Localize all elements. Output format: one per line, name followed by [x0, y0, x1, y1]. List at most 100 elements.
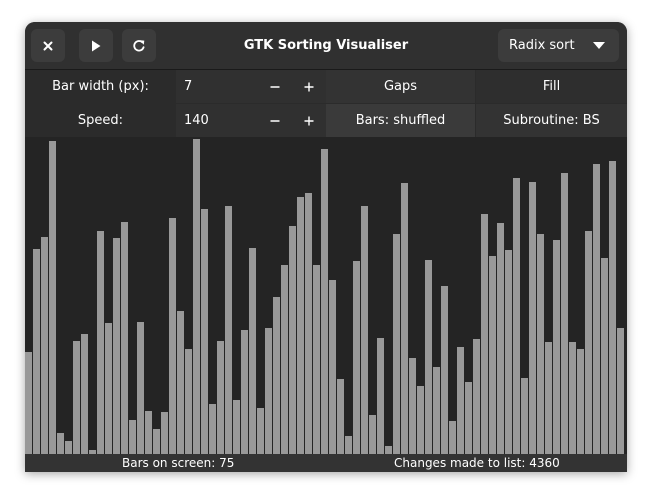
window-title: GTK Sorting Visualiser — [243, 38, 409, 53]
plus-icon — [304, 116, 314, 125]
sort-bar — [161, 412, 168, 454]
sort-bar — [505, 250, 512, 454]
speed-label: Speed: — [77, 113, 124, 128]
sort-bar — [249, 248, 256, 454]
speed-decrement-button[interactable] — [258, 104, 292, 137]
sort-bar — [113, 238, 120, 454]
sort-bar — [529, 182, 536, 454]
sort-bar — [137, 322, 144, 454]
subroutine-button[interactable]: Subroutine: BS — [476, 104, 627, 137]
play-icon — [92, 40, 101, 51]
sort-bar — [441, 286, 448, 454]
sort-bar — [121, 222, 128, 454]
bar-width-spinbutton: 7 — [176, 70, 326, 103]
app-window: GTK Sorting Visualiser Radix sort Bar wi… — [25, 22, 627, 472]
sort-bar — [513, 178, 520, 454]
sort-bar — [361, 206, 368, 454]
bars-area — [25, 137, 627, 454]
sort-bar — [537, 234, 544, 454]
minus-icon — [270, 119, 280, 122]
sort-bar — [81, 334, 88, 454]
refresh-button[interactable] — [122, 29, 156, 62]
sort-bar — [601, 258, 608, 454]
sort-bar — [153, 429, 160, 454]
sort-bar — [369, 415, 376, 454]
bars-shuffle-button[interactable]: Bars: shuffled — [326, 104, 475, 137]
sort-bar — [449, 421, 456, 454]
sort-bar — [241, 330, 248, 454]
sort-bar — [465, 382, 472, 454]
sort-bar — [585, 231, 592, 454]
sort-bar — [393, 234, 400, 454]
play-button[interactable] — [79, 29, 113, 62]
sort-bar — [473, 339, 480, 454]
close-icon — [43, 41, 53, 50]
bar-width-value[interactable]: 7 — [184, 79, 193, 94]
sort-bar — [609, 161, 616, 454]
sort-bar — [481, 214, 488, 454]
sort-bar — [417, 386, 424, 454]
close-button[interactable] — [31, 29, 65, 62]
sort-bar — [337, 379, 344, 454]
sort-bar — [233, 400, 240, 454]
sort-bar — [401, 183, 408, 454]
sort-bar — [273, 297, 280, 454]
sort-bar — [305, 193, 312, 454]
sort-bar — [257, 408, 264, 454]
sort-bar — [185, 349, 192, 454]
sort-bar — [33, 249, 40, 454]
sort-bar — [593, 164, 600, 454]
plus-icon — [304, 82, 314, 91]
sort-bar — [193, 139, 200, 454]
sort-bar — [225, 206, 232, 454]
sort-bar — [553, 240, 560, 454]
sort-bar — [145, 411, 152, 454]
sort-bar — [41, 237, 48, 454]
algorithm-dropdown-label: Radix sort — [509, 38, 575, 53]
sort-bar — [57, 433, 64, 454]
sort-bar — [313, 265, 320, 454]
sort-bar — [561, 173, 568, 454]
sort-bar — [281, 265, 288, 454]
speed-increment-button[interactable] — [292, 104, 326, 137]
sort-bar — [457, 347, 464, 454]
bars-on-screen-text: Bars on screen: 75 — [122, 456, 235, 470]
speed-value[interactable]: 140 — [184, 113, 209, 128]
controls-panel: Bar width (px): 7 Gaps Fill Speed: 140 — [25, 70, 627, 137]
sort-bar — [209, 404, 216, 454]
sort-bar — [329, 280, 336, 454]
minus-icon — [270, 85, 280, 88]
sort-bar — [425, 260, 432, 454]
speed-spinbutton: 140 — [176, 104, 326, 137]
sort-bar — [377, 338, 384, 454]
sort-bar — [289, 226, 296, 454]
bar-width-label: Bar width (px): — [52, 79, 149, 94]
sort-bar — [321, 149, 328, 454]
sort-bar — [385, 446, 392, 454]
sort-bar — [265, 328, 272, 454]
bar-width-decrement-button[interactable] — [258, 70, 292, 103]
sort-bar — [177, 311, 184, 454]
fill-toggle-button[interactable]: Fill — [476, 70, 627, 103]
sort-bar — [545, 342, 552, 454]
sort-bar — [433, 367, 440, 454]
header-bar: GTK Sorting Visualiser Radix sort — [25, 22, 627, 70]
gaps-toggle-button[interactable]: Gaps — [326, 70, 475, 103]
sort-bar — [25, 352, 32, 454]
sort-bar — [105, 323, 112, 454]
sort-bar — [49, 141, 56, 454]
sort-bar — [65, 441, 72, 454]
sort-bar — [521, 378, 528, 454]
sort-bar — [497, 223, 504, 454]
sort-bar — [89, 450, 96, 454]
bar-width-increment-button[interactable] — [292, 70, 326, 103]
chevron-down-icon — [593, 42, 605, 49]
sort-bar — [345, 436, 352, 454]
status-bar: Bars on screen: 75 Changes made to list:… — [25, 454, 627, 472]
sort-bar — [489, 256, 496, 454]
changes-made-text: Changes made to list: 4360 — [394, 456, 560, 470]
algorithm-dropdown[interactable]: Radix sort — [498, 29, 619, 62]
sort-bar — [97, 231, 104, 454]
refresh-icon — [133, 39, 145, 51]
sort-bar — [169, 218, 176, 454]
